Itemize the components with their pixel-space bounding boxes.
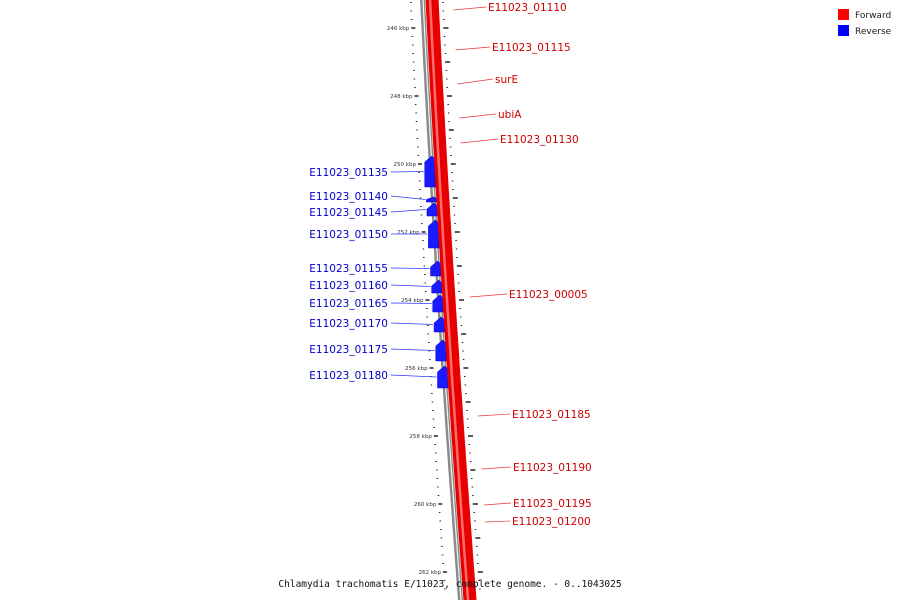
reverse-label-connector [390, 209, 426, 213]
forward-gene-label[interactable]: E11023_01115 [492, 42, 571, 54]
forward-label-connector [481, 466, 512, 470]
forward-strand-track [425, 0, 477, 600]
forward-gene-label[interactable]: E11023_01200 [512, 516, 591, 528]
reverse-gene-label[interactable]: E11023_01180 [309, 370, 388, 382]
gene-labels: E11023_01135 E11023_01140 E11023_01145 E110… [309, 2, 591, 528]
forward-label-connector [453, 6, 487, 11]
legend-label-forward: Forward [855, 11, 891, 21]
legend-swatch-reverse [838, 25, 849, 36]
forward-label-connector [457, 78, 494, 85]
scale-tick-label: 254 kbp [401, 298, 424, 304]
reverse-gene-label[interactable]: E11023_01140 [309, 191, 388, 203]
forward-label-connector [477, 413, 511, 417]
forward-strand-shading [428, 0, 470, 600]
forward-label-connector [469, 293, 508, 298]
scale-tick-label: 260 kbp [414, 502, 437, 508]
legend: Forward Reverse [838, 9, 892, 37]
legend-swatch-forward [838, 9, 849, 20]
reverse-label-connector [390, 171, 424, 173]
reverse-gene-label[interactable]: E11023_01155 [309, 263, 388, 275]
forward-gene-label[interactable]: E11023_01195 [513, 498, 592, 510]
label-connectors [390, 6, 512, 523]
reverse-gene-label[interactable]: E11023_01170 [309, 318, 388, 330]
forward-label-connector [459, 113, 497, 119]
forward-gene-label[interactable]: E11023_00005 [509, 289, 588, 301]
scale-tick-label: 252 kbp [397, 230, 420, 236]
forward-gene-label[interactable]: surE [495, 74, 518, 86]
scale-tick-label: 250 kbp [394, 162, 417, 168]
forward-gene-label[interactable]: E11023_01130 [500, 134, 579, 146]
forward-label-connector [455, 46, 491, 51]
reverse-label-connector [390, 322, 434, 325]
forward-label-connector [485, 520, 511, 523]
reverse-gene-label[interactable]: E11023_01145 [309, 207, 388, 219]
scale-tick-label: 248 kbp [390, 94, 413, 100]
reverse-label-connector [390, 284, 431, 287]
forward-gene-label[interactable]: E11023_01110 [488, 2, 567, 14]
reverse-gene-label[interactable]: E11023_01150 [309, 229, 388, 241]
scale-tick-label: 258 kbp [409, 434, 432, 440]
reverse-label-connector [390, 302, 432, 304]
genome-caption: Chlamydia trachomatis E/11023, complete … [278, 579, 621, 590]
forward-label-connector [460, 138, 499, 144]
reverse-label-connector [390, 267, 430, 269]
reverse-gene-label[interactable]: E11023_01160 [309, 280, 388, 292]
forward-gene-label[interactable]: E11023_01185 [512, 409, 591, 421]
scale-tick-label: 246 kbp [387, 26, 410, 32]
forward-gene-label[interactable]: ubiA [498, 109, 522, 121]
forward-gene-label[interactable]: E11023_01190 [513, 462, 592, 474]
reverse-label-connector [390, 195, 426, 200]
reverse-label-connector [390, 374, 437, 378]
reverse-label-connector [390, 348, 435, 351]
reverse-gene-label[interactable]: E11023_01175 [309, 344, 388, 356]
scale-ticks: 246 kbp 248 kbp 250 kbp 252 kbp 254 kbp 256 k… [387, 2, 483, 590]
forward-label-connector [483, 502, 512, 506]
reverse-gene-label[interactable]: E11023_01165 [309, 298, 388, 310]
reverse-gene-label[interactable]: E11023_01135 [309, 167, 388, 179]
scale-tick-label: 262 kbp [419, 570, 442, 576]
legend-label-reverse: Reverse [855, 27, 892, 37]
scale-tick-label: 256 kbp [405, 366, 428, 372]
